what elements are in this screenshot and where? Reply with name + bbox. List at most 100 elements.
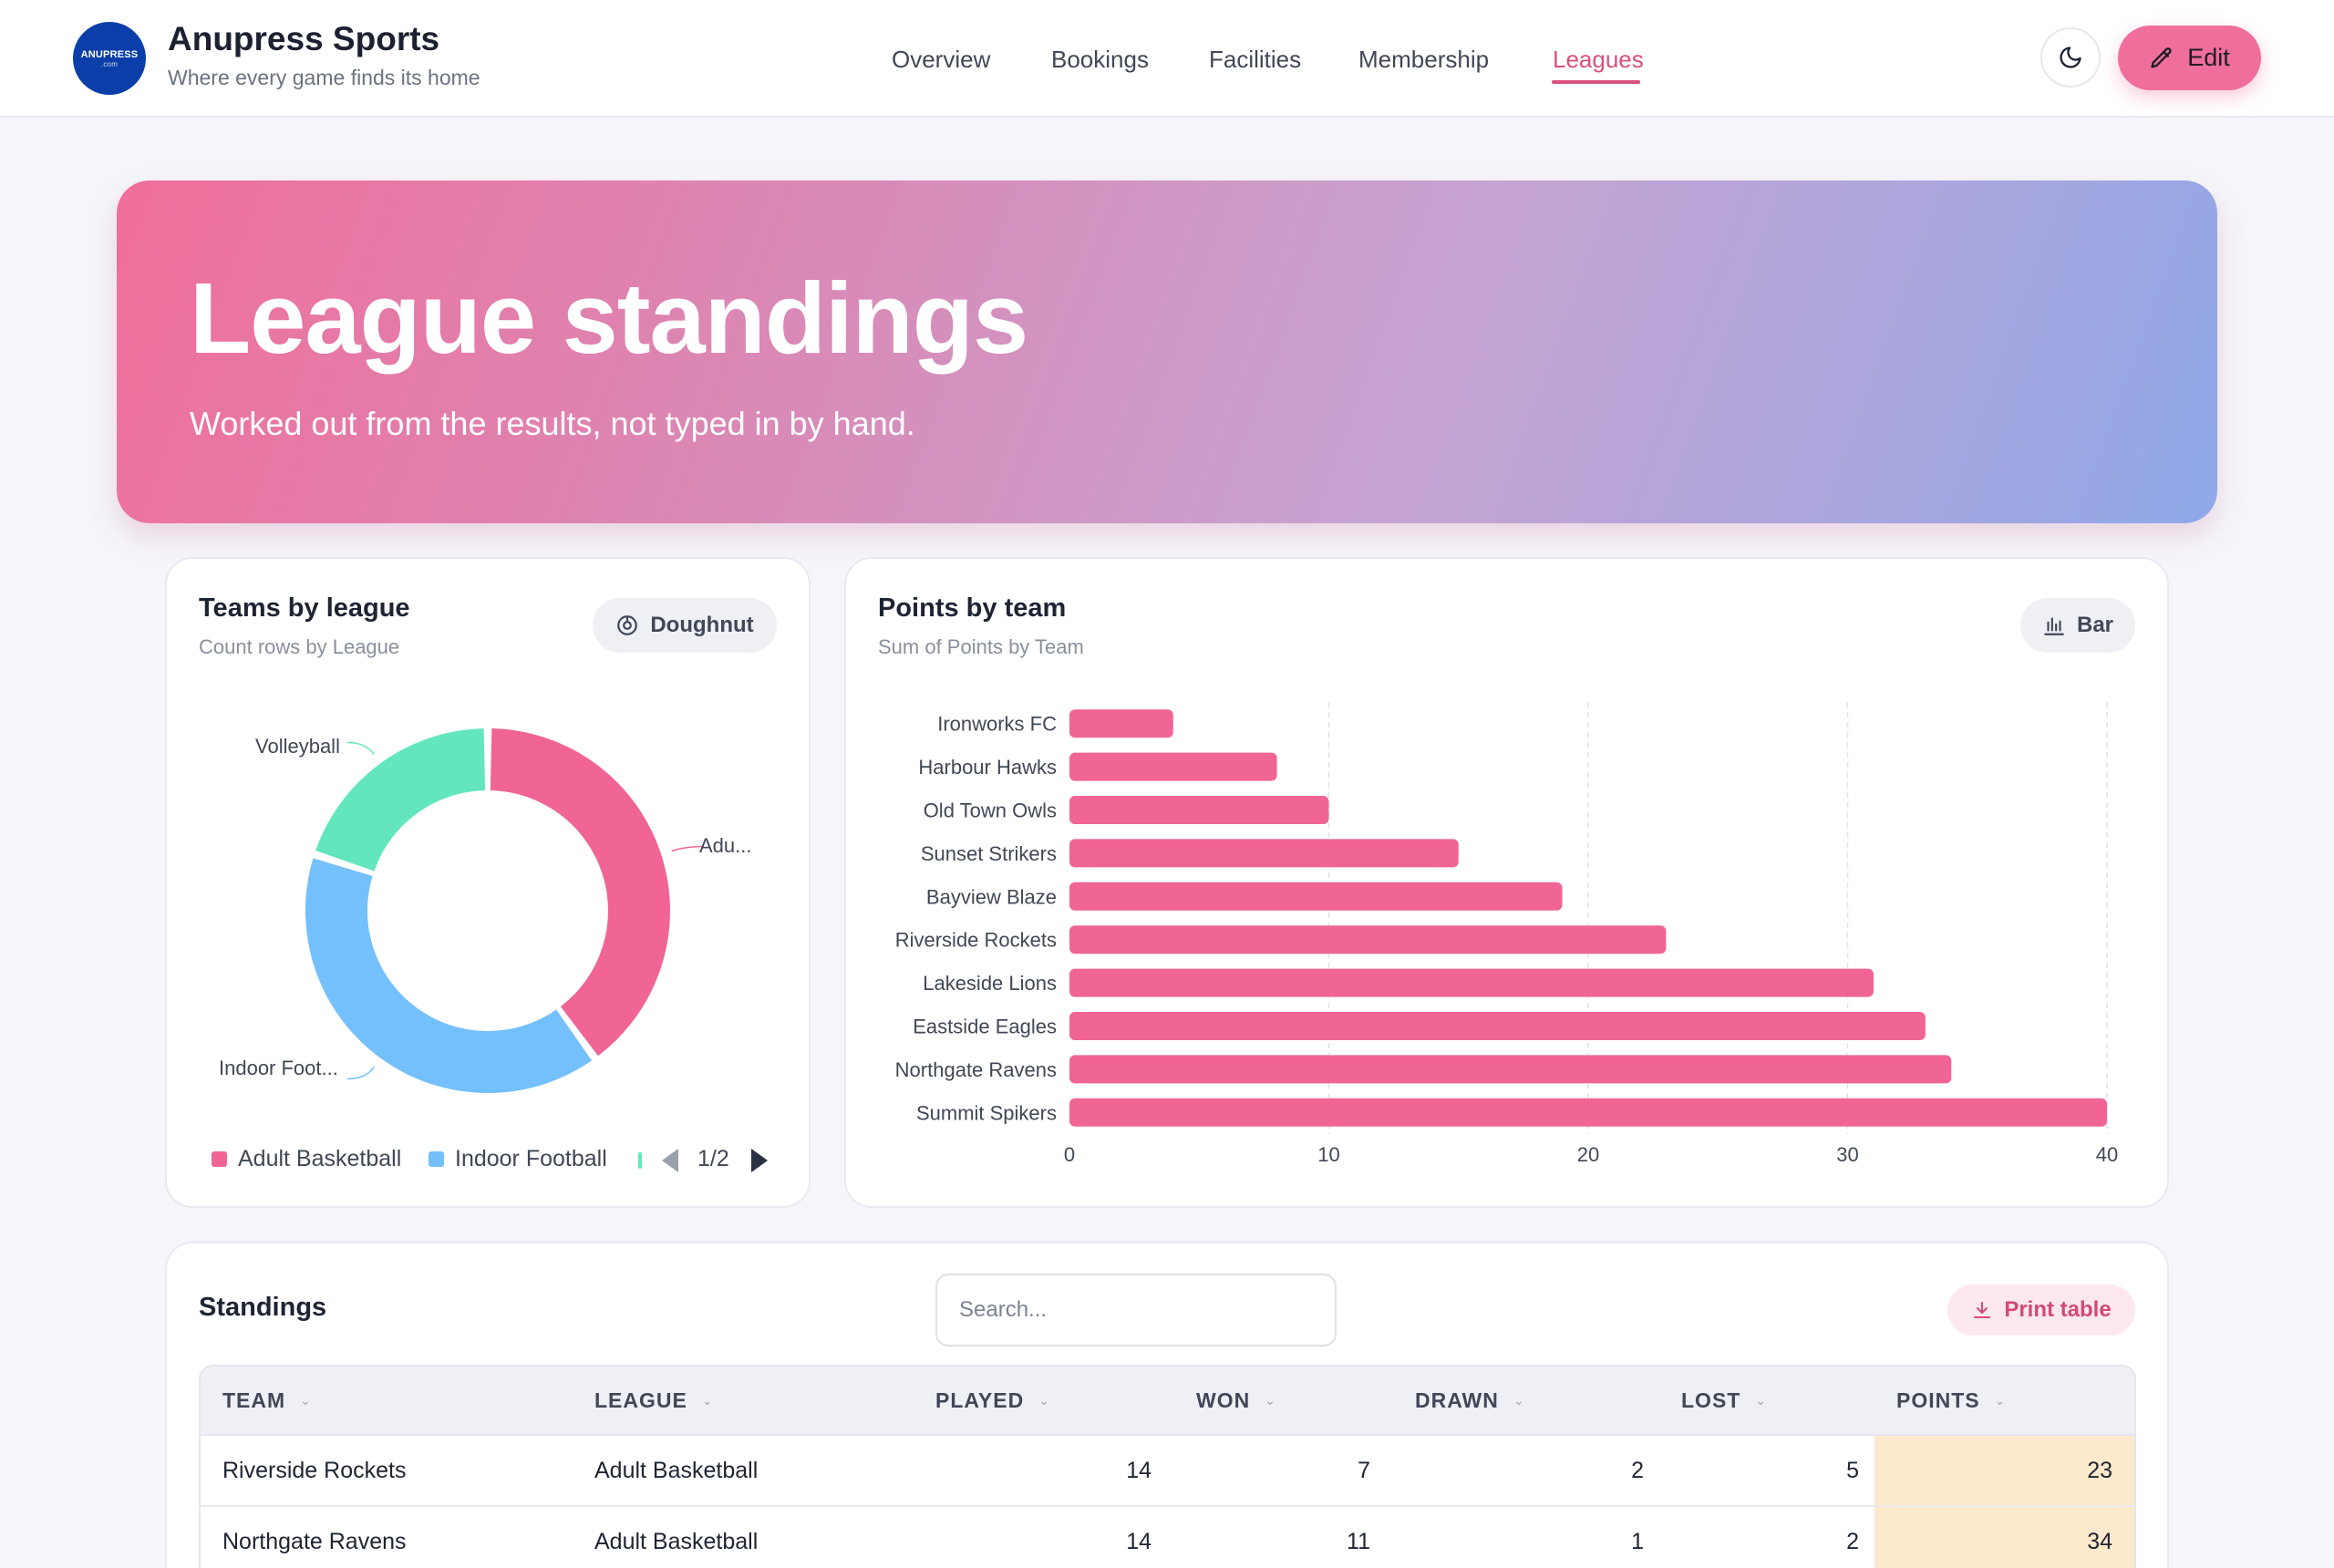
legend-next-icon[interactable] [751, 1149, 768, 1172]
category-label: Old Town Owls [924, 799, 1057, 822]
legend-swatch [212, 1151, 227, 1167]
brand-tagline: Where every game finds its home [168, 66, 480, 89]
column-label: LOST [1681, 1388, 1741, 1412]
column-header-league[interactable]: LEAGUE ⌄ [594, 1388, 714, 1413]
column-header-team[interactable]: TEAM ⌄ [222, 1388, 312, 1413]
column-header-played[interactable]: PLAYED ⌄ [935, 1388, 1050, 1413]
bar-card-title: Points by team [878, 593, 1067, 623]
bar-northgate-ravens[interactable] [1069, 1055, 1952, 1084]
legend-indoor-football[interactable]: Indoor Football [429, 1146, 607, 1172]
column-header-won[interactable]: WON ⌄ [1196, 1388, 1276, 1413]
category-label: Northgate Ravens [895, 1058, 1057, 1081]
bar-summit-spikers[interactable] [1069, 1098, 2107, 1127]
points-highlight [1874, 1507, 2134, 1568]
column-header-points[interactable]: POINTS ⌄ [1896, 1388, 2006, 1413]
legend-prev-icon[interactable] [662, 1149, 678, 1172]
bar-ironworks-fc[interactable] [1069, 709, 1173, 738]
legend-label: Adult Basketball [238, 1146, 402, 1171]
cell-league: Adult Basketball [594, 1529, 759, 1554]
cell-team: Northgate Ravens [222, 1529, 407, 1554]
bar-harbour-hawks[interactable] [1069, 752, 1277, 781]
cell-league: Adult Basketball [594, 1458, 759, 1483]
nav-overview[interactable]: Overview [892, 46, 991, 73]
nav-membership[interactable]: Membership [1358, 46, 1490, 73]
donut-chart [305, 728, 704, 1093]
column-label: POINTS [1896, 1388, 1980, 1412]
nav-facilities[interactable]: Facilities [1209, 46, 1302, 73]
bar-card-subtitle: Sum of Points by Team [878, 635, 1084, 658]
brand-logo[interactable]: ANUPRESS .com [73, 22, 146, 95]
bar-lakeside-lions[interactable] [1069, 968, 1874, 997]
sort-chevron-icon: ⌄ [300, 1393, 312, 1408]
theme-toggle-button[interactable] [2040, 27, 2101, 88]
standings-table: TEAM ⌄ LEAGUE ⌄ PLAYED ⌄ WON ⌄ DRAWN ⌄ LOST ⌄ … [199, 1365, 2136, 1568]
edit-button[interactable]: Edit [2118, 26, 2261, 90]
points-highlight [1874, 1436, 2134, 1505]
x-tick-label: 0 [1064, 1143, 1075, 1166]
nav-active-indicator [1552, 80, 1640, 84]
standings-search-input[interactable] [935, 1274, 1337, 1346]
legend-swatch [429, 1151, 444, 1167]
column-label: PLAYED [935, 1388, 1025, 1412]
legend-adult-basketball[interactable]: Adult Basketball [212, 1146, 401, 1172]
column-label: LEAGUE [594, 1388, 687, 1412]
hero-banner: League standings Worked out from the res… [117, 181, 2217, 523]
nav-bookings[interactable]: Bookings [1051, 46, 1149, 73]
slice-leader-line [671, 845, 704, 852]
x-tick-label: 30 [1836, 1143, 1858, 1166]
bar-bayview-blaze[interactable] [1069, 882, 1563, 911]
x-tick-label: 40 [2096, 1143, 2118, 1166]
slice-leader-line [346, 1067, 375, 1080]
column-header-drawn[interactable]: DRAWN ⌄ [1415, 1388, 1525, 1413]
bar-old-town-owls[interactable] [1069, 796, 1329, 824]
column-label: TEAM [222, 1388, 286, 1412]
bar-chart: Ironworks FC Harbour Hawks Old Town Owls Su… [895, 702, 2118, 1166]
logo-text: ANUPRESS [80, 48, 139, 60]
bar-chart-icon [2044, 617, 2064, 635]
teams-by-league-card [165, 557, 811, 1208]
slice-label-adult-basketball: Adu... [699, 834, 752, 857]
slice-label-volleyball: Volleyball [255, 735, 340, 758]
main-nav: Overview Bookings Facilities Membership … [0, 46, 2334, 82]
sort-chevron-icon: ⌄ [1994, 1393, 2007, 1408]
print-button-label: Print table [2004, 1297, 2112, 1322]
cell-won: 11 [1347, 1529, 1370, 1554]
moon-icon [2060, 46, 2081, 68]
bar-eastside-eagles[interactable] [1069, 1012, 1926, 1040]
donut-card-title: Teams by league [199, 593, 410, 623]
column-header-lost[interactable]: LOST ⌄ [1681, 1388, 1767, 1413]
donut-card-subtitle: Count rows by League [199, 635, 400, 658]
x-tick-label: 10 [1317, 1143, 1339, 1166]
table-header: TEAM ⌄ LEAGUE ⌄ PLAYED ⌄ WON ⌄ DRAWN ⌄ LOST ⌄ … [201, 1367, 2134, 1436]
slice-leader-line [346, 741, 375, 755]
pencil-icon [2151, 46, 2172, 68]
chart-type-doughnut-button[interactable]: Doughnut [593, 598, 777, 653]
column-label: DRAWN [1415, 1388, 1499, 1412]
bar-sunset-strikers[interactable] [1069, 839, 1459, 868]
legend-label: Indoor Football [455, 1146, 607, 1171]
legend-page-text: 1/2 [697, 1146, 729, 1171]
category-label: Sunset Strikers [921, 842, 1057, 865]
cell-lost: 5 [1846, 1458, 1859, 1483]
category-label: Summit Spikers [916, 1101, 1057, 1124]
nav-leagues[interactable]: Leagues [1553, 46, 1644, 73]
chart-type-bar-button[interactable]: Bar [2020, 598, 2135, 653]
sort-chevron-icon: ⌄ [701, 1393, 714, 1408]
category-label: Eastside Eagles [913, 1016, 1057, 1038]
donut-slice-indoor-football[interactable] [305, 858, 592, 1093]
cell-points: 23 [2087, 1458, 2112, 1483]
table-row[interactable]: Riverside Rockets Adult Basketball 14 7 … [201, 1436, 2134, 1507]
sort-chevron-icon: ⌄ [1513, 1393, 1525, 1408]
cell-played: 14 [1126, 1529, 1152, 1554]
bar-button-label: Bar [2076, 613, 2114, 637]
bar-riverside-rockets[interactable] [1069, 925, 1667, 954]
standings-title: Standings [199, 1293, 327, 1322]
print-table-button[interactable]: Print table [1947, 1284, 2135, 1336]
category-label: Lakeside Lions [923, 972, 1057, 995]
legend-overflow-swatch [638, 1152, 642, 1169]
cell-team: Riverside Rockets [222, 1458, 407, 1483]
donut-slice-adult-basketball[interactable] [490, 728, 670, 1057]
brand-name: Anupress Sports [168, 20, 440, 57]
donut-slice-volleyball[interactable] [315, 728, 486, 872]
table-row[interactable]: Northgate Ravens Adult Basketball 14 11 … [201, 1507, 2134, 1568]
